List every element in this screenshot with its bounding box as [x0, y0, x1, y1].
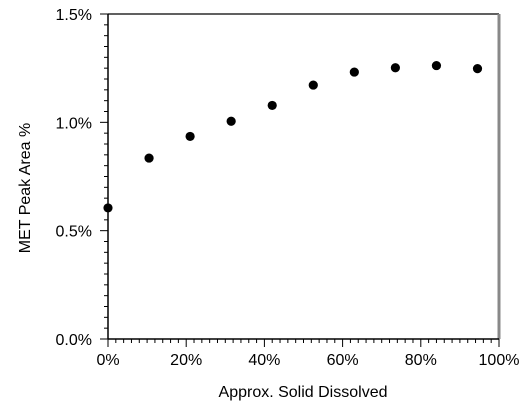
data-point — [185, 131, 195, 142]
tick-labels: 0% 20% 40% 60% 80% 100% 0.0% 0.5% 1.0% 1.5% — [56, 7, 520, 369]
x-tick-label: 60% — [327, 352, 359, 369]
data-point — [103, 203, 113, 213]
x-axis-title: Approx. Solid Dissolved — [219, 384, 388, 401]
y-tick-label: 0.0% — [56, 332, 92, 349]
y-tick-label: 1.5% — [56, 7, 92, 24]
data-point — [144, 153, 154, 163]
data-point — [308, 80, 318, 90]
data-point — [472, 64, 483, 74]
data-points — [103, 60, 483, 213]
x-tick-label: 20% — [170, 352, 202, 369]
data-point — [267, 100, 277, 111]
x-tick-label: 0% — [96, 352, 119, 369]
y-tick-label: 0.5% — [56, 224, 92, 241]
x-tick-label: 80% — [405, 352, 437, 369]
data-point — [390, 63, 400, 73]
axes — [100, 13, 501, 347]
y-axis-title: MET Peak Area % — [17, 123, 34, 253]
y-tick-label: 1.0% — [56, 115, 92, 132]
data-point — [431, 60, 442, 71]
x-tick-label: 100% — [479, 352, 520, 369]
x-tick-label: 40% — [248, 352, 280, 369]
data-point — [349, 67, 359, 77]
data-point — [226, 116, 236, 126]
